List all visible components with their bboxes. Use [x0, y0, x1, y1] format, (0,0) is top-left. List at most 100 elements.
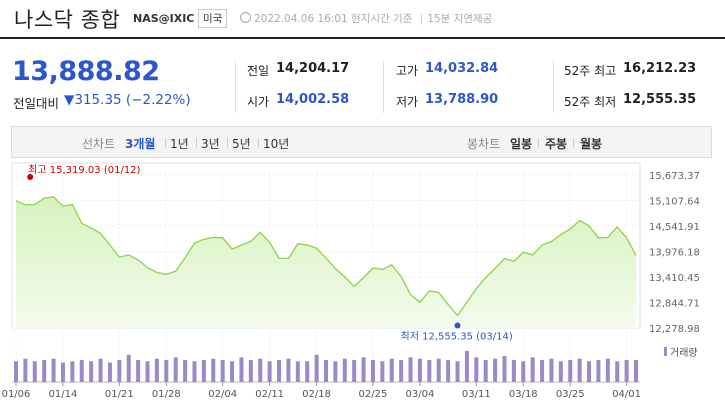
x-tick-label: 01/28: [152, 389, 181, 400]
y-tick-label: 13,976.18: [649, 248, 700, 259]
volume-bar: [107, 362, 112, 382]
price-area: [16, 196, 636, 328]
volume-bar: [248, 359, 253, 382]
high-marker: [27, 173, 34, 180]
y-tick-label: 15,107.64: [649, 197, 700, 208]
volume-bar: [192, 361, 197, 382]
volume-bar: [427, 359, 432, 382]
x-tick-label: 03/18: [509, 389, 538, 400]
x-tick-label: 03/11: [462, 389, 491, 400]
low-label: 최저 12,555.35 (03/14): [401, 331, 513, 343]
volume-bar: [558, 361, 563, 382]
volume-bar: [370, 359, 375, 382]
volume-bar: [399, 359, 404, 382]
period-separator: [258, 138, 259, 148]
x-tick-label: 02/11: [255, 389, 284, 400]
volume-bar: [60, 362, 65, 382]
volume-bar: [634, 359, 638, 382]
period-3y[interactable]: 3년: [201, 137, 220, 151]
low-value: 13,788.90: [425, 92, 499, 107]
volume-bar: [511, 359, 516, 382]
timestamp-info: 2022.04.06 16:01 현지시간 기준 | 15분 지연제공: [240, 11, 492, 26]
period-10y[interactable]: 10년: [263, 137, 290, 151]
volume-bar: [361, 357, 366, 382]
stats-divider: [383, 61, 384, 113]
volume-bar: [540, 359, 545, 382]
candle-separator: [538, 138, 539, 148]
volume-bar: [183, 359, 188, 382]
volume-bar: [408, 357, 413, 382]
volume-bar: [530, 357, 535, 382]
period-1y[interactable]: 1년: [170, 137, 189, 151]
current-price: 13,888.82: [12, 56, 160, 87]
x-tick-label: 01/06: [2, 389, 31, 400]
delay-notice: 15분 지연제공: [427, 13, 493, 25]
high-label: 고가: [396, 64, 419, 78]
volume-bar: [70, 361, 75, 382]
y-tick-label: 14,541.91: [649, 222, 700, 233]
high-label: 최고 15,319.03 (01/12): [28, 164, 140, 176]
x-tick-label: 02/04: [208, 389, 237, 400]
meta-separator: |: [419, 13, 424, 25]
volume-bar: [201, 359, 206, 382]
volume-legend: 거래량: [670, 347, 698, 359]
candle-daily[interactable]: 일봉: [510, 137, 533, 151]
header-divider: [0, 37, 725, 39]
candle-weekly[interactable]: 주봉: [545, 137, 568, 151]
volume-bar: [436, 358, 441, 382]
x-tick-label: 03/04: [406, 389, 435, 400]
y-tick-label: 12,278.98: [649, 324, 700, 335]
volume-bar: [98, 358, 103, 382]
volume-bar: [295, 361, 300, 382]
period-3m[interactable]: 3개월: [125, 137, 156, 151]
price-line: [15, 196, 637, 317]
candle-chart-label: 봉차트: [467, 137, 501, 151]
volume-bar: [42, 359, 47, 382]
price-chart[interactable]: 15,673.37 15,107.64 14,541.91 13,976.18 13,4…: [0, 160, 725, 411]
volume-bar: [79, 359, 84, 382]
volume-bar: [239, 357, 244, 382]
x-tick-label: 01/21: [105, 389, 134, 400]
period-separator: [227, 138, 228, 148]
x-tick-label: 04/01: [612, 389, 641, 400]
volume-bar: [145, 361, 150, 382]
volume-bar: [258, 358, 263, 382]
y-tick-label: 12,844.71: [649, 299, 700, 310]
volume-bar: [220, 359, 225, 382]
volume-bar: [577, 358, 582, 382]
prev-close-label: 전일: [247, 64, 270, 78]
clock-icon: [240, 12, 251, 23]
candle-separator: [573, 138, 574, 148]
volume-bar: [568, 359, 573, 382]
open-value: 14,002.58: [276, 92, 350, 107]
candle-monthly[interactable]: 월봉: [580, 137, 603, 151]
period-separator: [165, 138, 166, 148]
volume-bar: [521, 361, 526, 382]
volume-bar: [154, 358, 159, 382]
volume-bar: [314, 354, 319, 382]
volume-bar: [455, 361, 460, 382]
line-chart-label: 선차트: [82, 137, 116, 151]
volume-bar: [417, 358, 422, 382]
volume-bar: [596, 359, 601, 382]
low52-value: 12,555.35: [623, 92, 697, 107]
volume-bar: [89, 361, 94, 382]
open-label: 시가: [247, 95, 270, 109]
volume-bar: [446, 359, 451, 382]
volume-bar: [493, 358, 498, 382]
volume-bar: [305, 361, 310, 382]
ticker-symbol: NAS@IXIC: [133, 12, 195, 25]
volume-bar: [624, 359, 629, 382]
period-separator: [196, 138, 197, 148]
volume-bar: [474, 357, 479, 382]
volume-bar: [380, 361, 385, 382]
volume-bar: [32, 361, 37, 382]
timestamp: 2022.04.06 16:01 현지시간 기준: [254, 13, 413, 25]
volume-bar: [136, 359, 141, 382]
volume-bar: [605, 358, 610, 382]
volume-bar: [549, 358, 554, 382]
low52-label: 52주 최저: [564, 95, 617, 109]
period-5y[interactable]: 5년: [232, 137, 251, 151]
x-tick-label: 01/14: [49, 389, 78, 400]
volume-bar: [389, 358, 394, 382]
